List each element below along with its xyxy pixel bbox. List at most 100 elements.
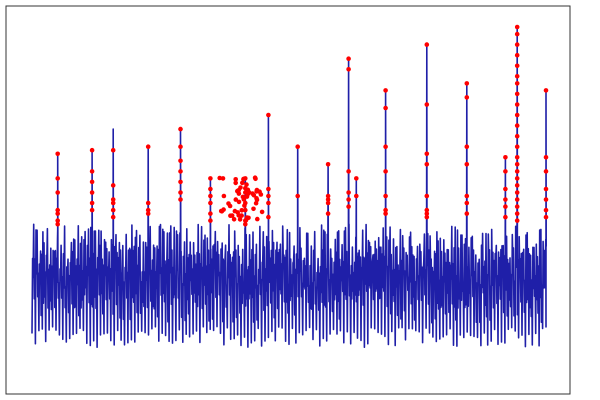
outlier-point — [178, 179, 183, 185]
outlier-point — [464, 81, 470, 86]
outlier-point — [514, 102, 520, 107]
outlier-point — [110, 200, 116, 206]
cluster-outlier-point — [236, 191, 242, 196]
outlier-point — [110, 147, 116, 153]
cluster-outlier-point — [233, 197, 239, 202]
outlier-point — [178, 169, 183, 174]
outlier-points-layer — [55, 24, 549, 227]
outlier-point — [514, 162, 520, 167]
outlier-point — [383, 105, 388, 111]
cluster-outlier-point — [233, 180, 238, 186]
outlier-point — [208, 186, 213, 192]
outlier-point — [89, 147, 95, 153]
outlier-point — [55, 176, 60, 181]
cluster-outlier-point — [239, 208, 245, 213]
outlier-point — [110, 183, 116, 188]
outlier-point — [514, 52, 520, 58]
outlier-point — [178, 158, 183, 164]
outlier-point — [325, 200, 331, 206]
outlier-point — [266, 214, 271, 220]
outlier-point — [145, 207, 151, 213]
cluster-outlier-point — [244, 194, 250, 199]
cluster-outlier-point — [253, 176, 258, 182]
outlier-point — [424, 211, 430, 216]
cluster-outlier-point — [253, 200, 259, 206]
outlier-point — [325, 197, 331, 202]
cluster-outlier-point — [244, 187, 250, 193]
outlier-point — [110, 207, 116, 213]
outlier-point — [503, 155, 508, 160]
outlier-point — [543, 186, 549, 192]
outlier-point — [464, 162, 470, 167]
outlier-point — [208, 193, 213, 199]
outlier-point — [110, 214, 116, 220]
outlier-point — [55, 221, 60, 227]
outlier-point — [208, 176, 213, 181]
outlier-point — [55, 218, 60, 223]
outlier-point — [145, 211, 151, 216]
outlier-point — [514, 211, 520, 216]
outlier-point — [383, 88, 388, 93]
cluster-outlier-point — [259, 209, 265, 215]
outlier-point — [383, 211, 388, 216]
outlier-point — [514, 123, 520, 128]
outlier-point — [514, 63, 520, 69]
outlier-point — [514, 176, 520, 181]
outlier-point — [89, 190, 95, 195]
outlier-point — [178, 126, 183, 132]
outlier-point — [346, 169, 351, 174]
outlier-point — [514, 81, 520, 86]
outlier-point — [110, 197, 116, 202]
outlier-point — [514, 169, 520, 174]
outlier-point — [464, 95, 470, 100]
outlier-point — [464, 144, 470, 149]
cluster-outlier-point — [221, 207, 226, 212]
outlier-point — [266, 186, 271, 192]
outlier-point — [514, 42, 520, 47]
outlier-point — [424, 207, 430, 213]
cluster-outlier-point — [228, 213, 233, 218]
cluster-outlier-point — [233, 177, 238, 182]
outlier-point — [325, 211, 331, 216]
outlier-point — [346, 67, 351, 72]
outlier-point — [514, 112, 520, 118]
cluster-outlier-point — [240, 180, 245, 186]
outlier-point — [464, 200, 470, 206]
outlier-point — [424, 214, 430, 220]
outlier-point — [346, 56, 351, 61]
outlier-point — [424, 42, 430, 47]
outlier-point — [383, 169, 388, 174]
outlier-point — [464, 211, 470, 216]
outlier-point — [543, 169, 549, 174]
outlier-point — [346, 197, 351, 202]
outlier-point — [514, 133, 520, 139]
outlier-point — [383, 207, 388, 213]
cluster-outlier-point — [235, 210, 240, 215]
outlier-point — [543, 207, 549, 213]
outlier-point — [514, 218, 520, 223]
outlier-point — [514, 24, 520, 30]
outlier-point — [208, 200, 213, 206]
outlier-point — [514, 31, 520, 37]
cluster-outlier-point — [258, 192, 264, 197]
outlier-point — [243, 207, 248, 213]
cluster-outlier-point — [226, 201, 231, 206]
cluster-outlier-point — [254, 216, 260, 222]
outlier-point — [503, 169, 508, 174]
outlier-point — [514, 183, 520, 188]
outlier-point — [514, 197, 520, 202]
outlier-point — [178, 144, 183, 149]
outlier-point — [543, 88, 549, 93]
outlier-point — [424, 151, 430, 157]
outlier-point — [208, 218, 213, 223]
outlier-point — [514, 190, 520, 195]
outlier-point — [266, 200, 271, 206]
outlier-point — [89, 179, 95, 185]
cluster-outlier-point — [242, 203, 247, 208]
outlier-point — [354, 193, 359, 199]
outlier-point — [514, 155, 520, 160]
outlier-point — [266, 193, 271, 199]
outlier-point — [543, 155, 549, 160]
outlier-point — [503, 186, 508, 192]
outlier-point — [464, 193, 470, 199]
